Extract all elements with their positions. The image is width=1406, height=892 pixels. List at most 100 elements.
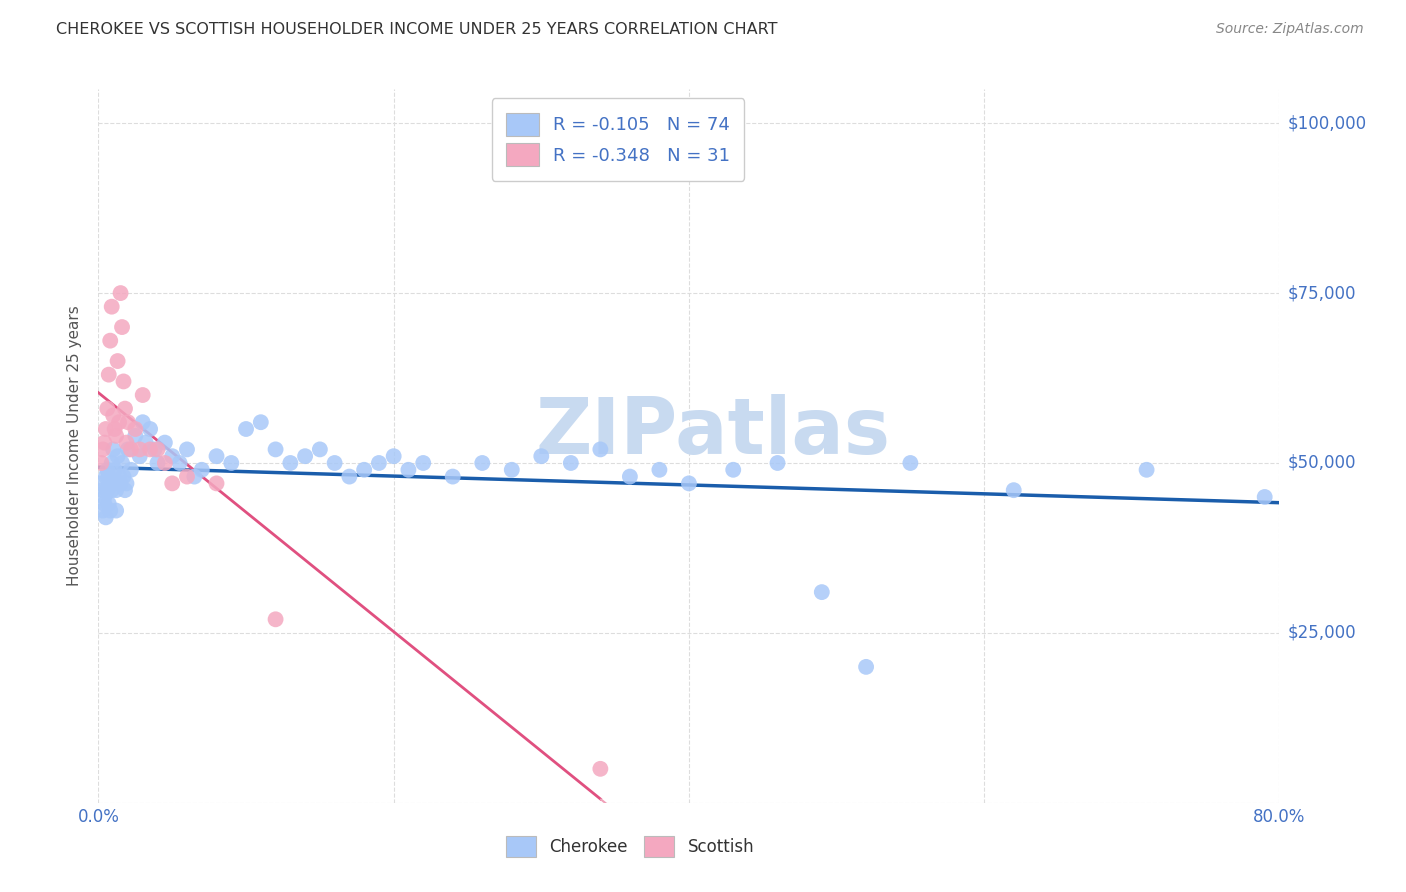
Point bbox=[97, 469, 120, 483]
Point bbox=[205, 476, 228, 491]
Point bbox=[162, 449, 183, 463]
Text: CHEROKEE VS SCOTTISH HOUSEHOLDER INCOME UNDER 25 YEARS CORRELATION CHART: CHEROKEE VS SCOTTISH HOUSEHOLDER INCOME … bbox=[56, 22, 778, 37]
Legend: Cherokee, Scottish: Cherokee, Scottish bbox=[498, 828, 762, 866]
Point bbox=[110, 476, 132, 491]
Point bbox=[153, 435, 176, 450]
Point bbox=[98, 334, 121, 348]
Point bbox=[648, 463, 671, 477]
Point bbox=[205, 449, 228, 463]
Point bbox=[191, 463, 214, 477]
Point bbox=[90, 456, 112, 470]
Point bbox=[91, 503, 114, 517]
Point bbox=[93, 497, 115, 511]
Point bbox=[855, 660, 877, 674]
Point bbox=[353, 463, 375, 477]
Point bbox=[117, 442, 139, 457]
Point bbox=[176, 469, 198, 483]
Point bbox=[117, 415, 139, 429]
Point bbox=[94, 422, 117, 436]
Point bbox=[93, 490, 115, 504]
Point bbox=[441, 469, 464, 483]
Point bbox=[105, 503, 128, 517]
Point bbox=[111, 320, 134, 334]
Point bbox=[107, 449, 129, 463]
Point bbox=[810, 585, 832, 599]
Point bbox=[1254, 490, 1277, 504]
Point bbox=[1002, 483, 1025, 498]
Point bbox=[90, 476, 112, 491]
Point bbox=[169, 456, 191, 470]
Point bbox=[264, 612, 287, 626]
Point bbox=[176, 442, 198, 457]
Point bbox=[264, 442, 287, 457]
Point bbox=[766, 456, 789, 470]
Point bbox=[124, 422, 146, 436]
Point bbox=[678, 476, 700, 491]
Point bbox=[111, 456, 134, 470]
Text: $25,000: $25,000 bbox=[1288, 624, 1357, 642]
Point bbox=[108, 415, 131, 429]
Point bbox=[114, 401, 136, 416]
Point bbox=[139, 442, 162, 457]
Point bbox=[120, 463, 142, 477]
Point bbox=[278, 456, 302, 470]
Point bbox=[162, 476, 183, 491]
Point bbox=[1135, 463, 1157, 477]
Point bbox=[91, 442, 114, 457]
Point bbox=[100, 483, 122, 498]
Point bbox=[146, 456, 169, 470]
Point bbox=[104, 463, 127, 477]
Point bbox=[471, 456, 494, 470]
Point bbox=[337, 469, 360, 483]
Point bbox=[112, 469, 135, 483]
Point bbox=[900, 456, 922, 470]
Point bbox=[94, 469, 117, 483]
Point bbox=[105, 483, 128, 498]
Point bbox=[250, 415, 273, 429]
Point bbox=[104, 422, 127, 436]
Point bbox=[124, 429, 146, 443]
Point bbox=[97, 368, 120, 382]
Point bbox=[146, 442, 169, 457]
Point bbox=[96, 401, 118, 416]
Point bbox=[294, 449, 316, 463]
Point bbox=[501, 463, 523, 477]
Y-axis label: Householder Income Under 25 years: Householder Income Under 25 years bbox=[67, 306, 83, 586]
Point bbox=[560, 456, 582, 470]
Point bbox=[135, 435, 157, 450]
Text: $50,000: $50,000 bbox=[1288, 454, 1357, 472]
Point bbox=[153, 456, 176, 470]
Point bbox=[382, 449, 405, 463]
Point bbox=[91, 483, 114, 498]
Point bbox=[100, 300, 122, 314]
Point bbox=[100, 456, 122, 470]
Point bbox=[98, 476, 121, 491]
Point bbox=[132, 415, 155, 429]
Point bbox=[103, 442, 125, 457]
Point bbox=[107, 354, 129, 368]
Point bbox=[530, 449, 553, 463]
Point bbox=[143, 442, 166, 457]
Point bbox=[93, 435, 115, 450]
Point bbox=[103, 409, 125, 423]
Point bbox=[589, 442, 612, 457]
Point bbox=[396, 463, 419, 477]
Point bbox=[96, 483, 118, 498]
Point bbox=[128, 442, 150, 457]
Point bbox=[120, 442, 142, 457]
Point bbox=[105, 429, 128, 443]
Point bbox=[110, 286, 132, 301]
Point bbox=[368, 456, 391, 470]
Point bbox=[139, 422, 162, 436]
Point bbox=[323, 456, 346, 470]
Point bbox=[103, 476, 125, 491]
Point bbox=[619, 469, 641, 483]
Point bbox=[589, 762, 612, 776]
Point bbox=[98, 503, 121, 517]
Point bbox=[94, 510, 117, 524]
Point bbox=[721, 463, 744, 477]
Point bbox=[108, 469, 131, 483]
Text: $100,000: $100,000 bbox=[1288, 114, 1367, 132]
Point bbox=[235, 422, 257, 436]
Text: Source: ZipAtlas.com: Source: ZipAtlas.com bbox=[1216, 22, 1364, 37]
